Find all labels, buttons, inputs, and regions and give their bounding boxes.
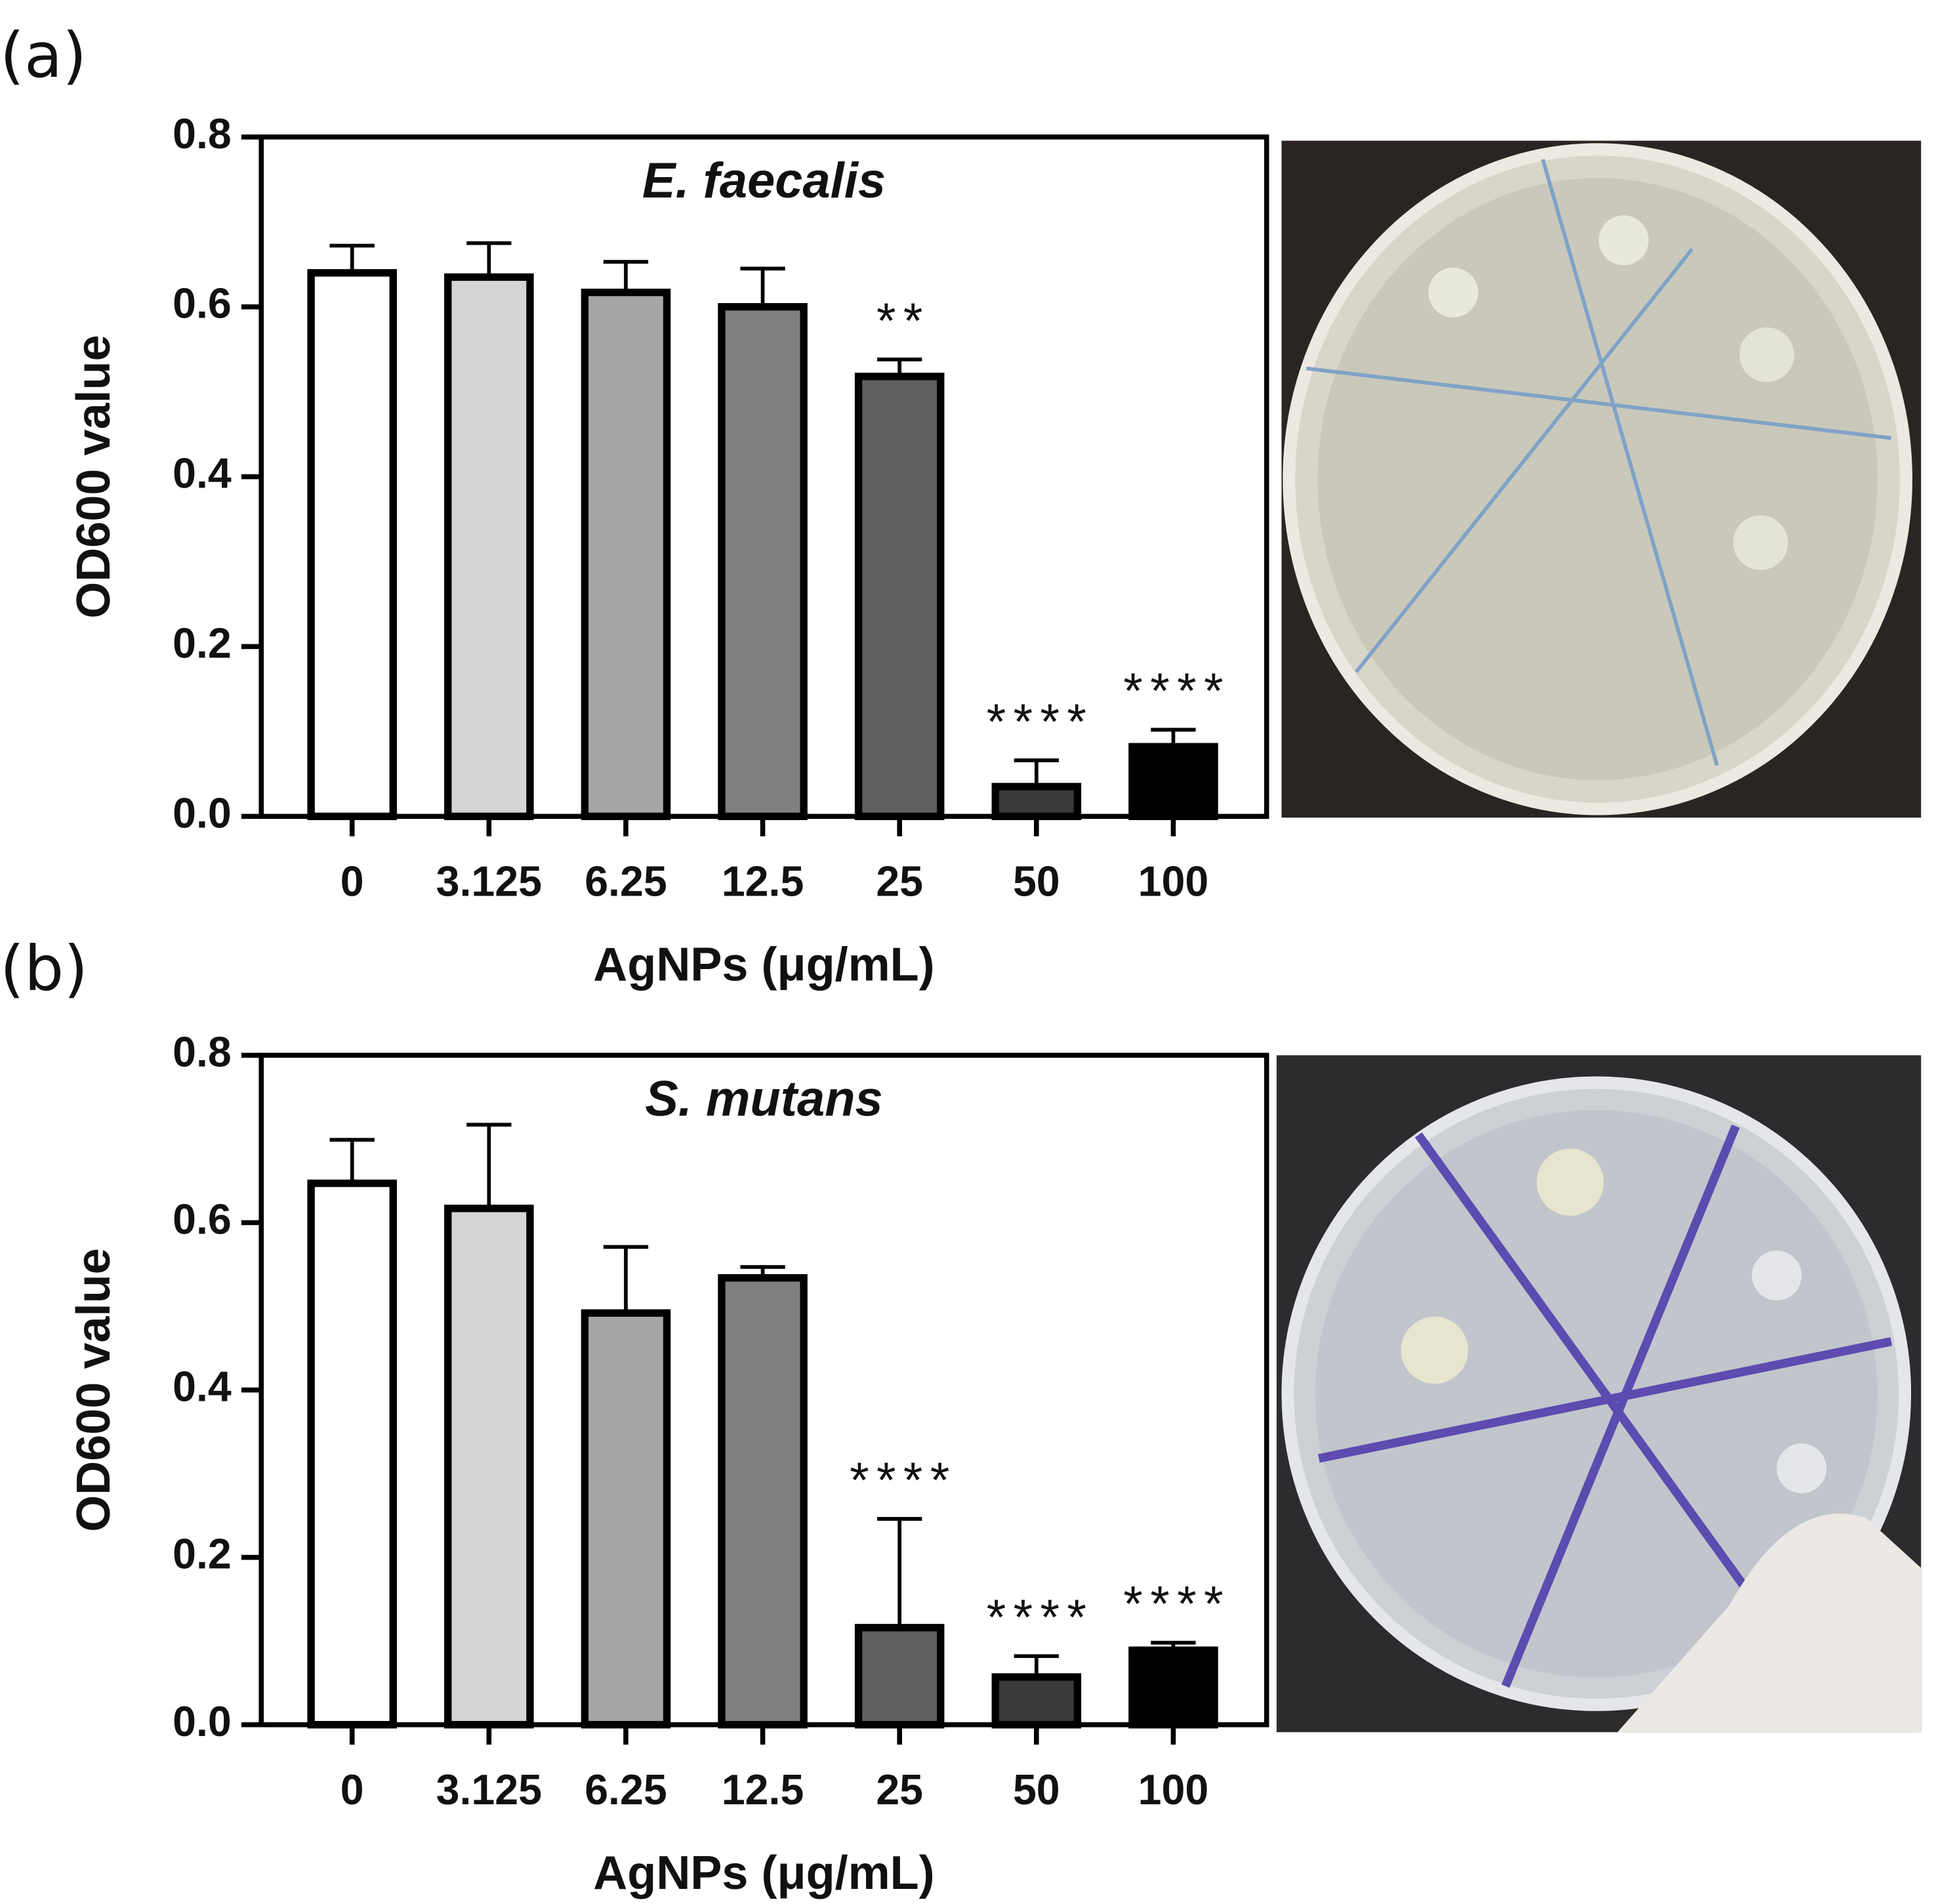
x-tick-label: 12.5	[722, 1766, 804, 1813]
significance-label: ****	[1123, 1577, 1231, 1632]
panel-label: (a)	[0, 20, 87, 92]
significance-label: ****	[987, 1590, 1094, 1645]
x-tick-label: 12.5	[722, 858, 804, 905]
plate-photo	[1276, 1055, 1922, 1733]
y-tick-label: 0.6	[173, 1196, 232, 1243]
significance-label: ****	[850, 1453, 957, 1508]
x-tick-label: 50	[1013, 858, 1060, 905]
bar	[718, 302, 808, 820]
panel-label: (b)	[0, 933, 88, 1005]
x-tick-label: 6.25	[585, 1766, 667, 1813]
bar	[718, 1273, 808, 1729]
x-tick-label: 25	[876, 1766, 923, 1813]
x-tick-label: 25	[876, 858, 923, 905]
y-tick-label: 0.0	[173, 789, 232, 837]
y-tick-label: 0.8	[173, 1028, 232, 1075]
y-tick-label: 0.4	[173, 1363, 232, 1411]
bar	[444, 1205, 534, 1729]
bar	[307, 1179, 397, 1729]
significance-label: **	[876, 293, 930, 349]
y-tick-label: 0.2	[173, 619, 232, 667]
x-tick-label: 0	[340, 858, 364, 905]
y-tick-label: 0.0	[173, 1698, 232, 1745]
y-tick-label: 0.8	[173, 110, 232, 157]
y-axis-label: OD600 value	[68, 1248, 120, 1532]
x-axis-label: AgNPs (μg/mL)	[593, 1847, 934, 1899]
significance-label: ****	[987, 694, 1094, 750]
x-tick-label: 0	[340, 1766, 364, 1813]
x-tick-label: 3.125	[436, 1766, 542, 1813]
bar	[581, 1309, 671, 1729]
x-tick-label: 3.125	[436, 858, 542, 905]
bar	[854, 1624, 945, 1729]
bar	[854, 373, 945, 820]
y-tick-label: 0.2	[173, 1531, 232, 1578]
chart-title: S. mutans	[645, 1071, 883, 1127]
y-tick-label: 0.6	[173, 280, 232, 327]
x-tick-label: 6.25	[585, 858, 667, 905]
bar	[991, 783, 1082, 820]
x-tick-label: 50	[1013, 1766, 1060, 1813]
bar	[444, 273, 534, 820]
x-tick-label: 100	[1138, 858, 1209, 905]
bar	[1128, 1646, 1218, 1729]
bar	[581, 288, 671, 820]
bar	[1128, 743, 1218, 820]
significance-label: ****	[1123, 663, 1231, 719]
bar	[307, 269, 397, 820]
bar	[991, 1673, 1082, 1729]
x-axis-label: AgNPs (μg/mL)	[593, 939, 934, 991]
plate-photo	[1281, 140, 1922, 818]
y-tick-label: 0.4	[173, 450, 232, 497]
y-axis-label: OD600 value	[68, 335, 120, 619]
x-tick-label: 100	[1138, 1766, 1209, 1813]
chart-title: E. faecalis	[642, 153, 886, 209]
